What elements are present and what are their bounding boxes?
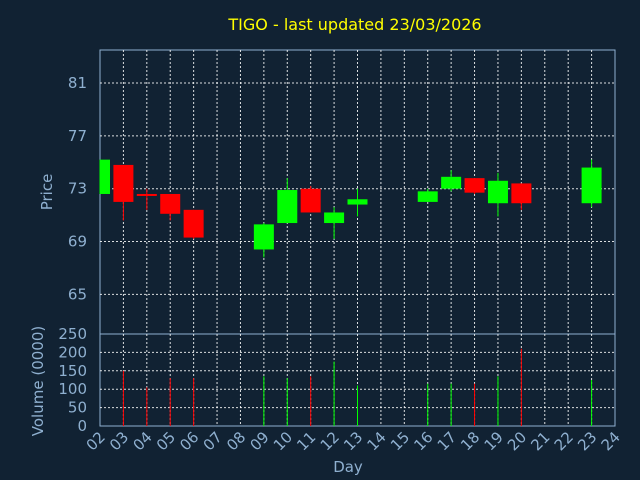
volume-tick-label: 50	[68, 399, 87, 417]
x-tick-label: 24	[598, 428, 624, 454]
x-tick-label: 10	[270, 428, 296, 454]
volume-tick-label: 0	[77, 417, 87, 435]
candle-body	[113, 164, 134, 202]
x-tick-label: 15	[387, 428, 413, 454]
candle-body	[136, 193, 157, 196]
candle-body	[487, 180, 508, 204]
candle-body	[417, 191, 438, 202]
chart-title: TIGO - last updated 23/03/2026	[227, 15, 481, 34]
x-tick-label: 12	[317, 428, 343, 454]
candle-body	[441, 176, 462, 189]
x-tick-label: 14	[364, 428, 390, 454]
x-tick-label: 05	[153, 428, 179, 454]
candle-body	[324, 212, 345, 224]
volume-tick-label: 100	[58, 380, 87, 398]
price-tick-label: 73	[68, 180, 87, 198]
candle-body	[581, 167, 602, 204]
price-panel: 65 69 73 77 81	[68, 49, 616, 335]
price-tick-label: 69	[68, 233, 87, 251]
x-tick-label: 09	[246, 428, 272, 454]
x-tick-label: 20	[504, 428, 530, 454]
volume-tick-label: 250	[58, 325, 87, 343]
candle-body	[277, 190, 298, 224]
candle-body	[160, 193, 181, 214]
x-tick-label: 16	[410, 428, 436, 454]
candle-body	[511, 183, 532, 204]
x-tick-label: 13	[340, 428, 366, 454]
x-tick-label: 04	[129, 428, 155, 454]
x-tick-label: 22	[551, 428, 577, 454]
volume-tick-label: 200	[58, 343, 87, 361]
candle-body	[464, 178, 485, 193]
x-tick-label: 18	[457, 428, 483, 454]
x-tick-label: 07	[200, 428, 226, 454]
x-tick-label: 17	[434, 428, 460, 454]
volume-axis-label: Volume (0000)	[29, 326, 47, 436]
x-axis: 0203040506070809101112131415161718192021…	[83, 428, 624, 454]
x-tick-label: 06	[176, 428, 202, 454]
volume-tick-label: 150	[58, 362, 87, 380]
x-tick-label: 03	[106, 428, 132, 454]
candle-body	[347, 199, 368, 205]
x-tick-label: 08	[223, 428, 249, 454]
x-tick-label: 19	[481, 428, 507, 454]
x-tick-label: 11	[293, 428, 319, 454]
price-axis-label: Price	[38, 174, 56, 211]
price-tick-label: 81	[68, 74, 87, 92]
x-tick-label: 23	[574, 428, 600, 454]
candle-body	[183, 209, 204, 238]
price-tick-label: 65	[68, 285, 87, 303]
candle-body	[100, 159, 110, 194]
x-axis-label: Day	[333, 458, 363, 476]
price-tick-label: 77	[68, 127, 87, 145]
candle-body	[253, 224, 274, 250]
candle-body	[300, 188, 321, 213]
x-tick-label: 21	[527, 428, 553, 454]
